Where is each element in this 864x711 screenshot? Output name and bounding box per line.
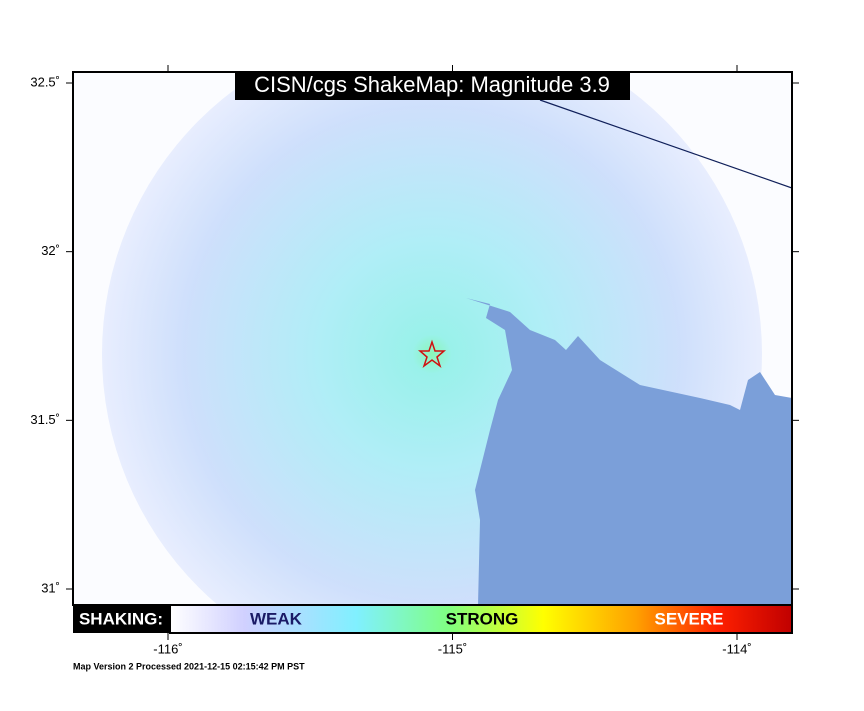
border-line	[539, 99, 792, 189]
footer: Map Version 2 Processed 2021-12-15 02:15…	[73, 661, 305, 671]
lon-label: -116˚	[153, 641, 182, 656]
legend-label: SEVERE	[655, 609, 724, 628]
map-area	[73, 72, 792, 605]
legend-heading: SHAKING:	[79, 609, 163, 628]
lat-label: 32˚	[41, 243, 60, 258]
lat-label: 31.5˚	[30, 412, 60, 427]
axes: 32.5˚ 32˚ 31.5˚ 31˚ -116˚ -115˚ -114˚	[30, 65, 799, 656]
shaking-scale	[169, 604, 793, 634]
map-title: CISN/cgs ShakeMap: Magnitude 3.9	[254, 72, 610, 97]
title-box	[235, 72, 630, 100]
lat-label: 31˚	[41, 580, 60, 595]
sea	[466, 298, 792, 605]
legend-label: STRONG	[446, 609, 519, 628]
lon-label: -115˚	[438, 641, 467, 656]
epicenter-star	[417, 339, 447, 369]
lat-label: 32.5˚	[30, 74, 60, 89]
lon-label: -114˚	[722, 641, 751, 656]
legend-label: WEAK	[250, 609, 303, 628]
legend-heading-box	[73, 605, 170, 633]
